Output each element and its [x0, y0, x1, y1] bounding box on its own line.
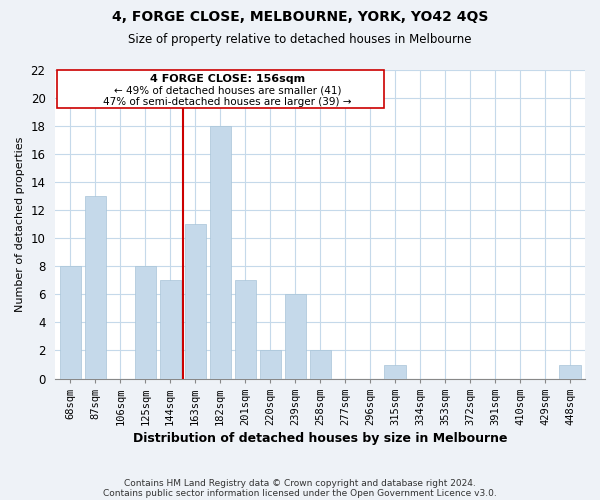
- FancyBboxPatch shape: [56, 70, 384, 108]
- Bar: [209, 126, 231, 378]
- Y-axis label: Number of detached properties: Number of detached properties: [15, 136, 25, 312]
- Bar: [160, 280, 181, 378]
- Text: Size of property relative to detached houses in Melbourne: Size of property relative to detached ho…: [128, 32, 472, 46]
- Bar: [235, 280, 256, 378]
- Bar: [310, 350, 331, 378]
- Bar: [559, 364, 581, 378]
- Text: ← 49% of detached houses are smaller (41): ← 49% of detached houses are smaller (41…: [114, 86, 341, 96]
- Text: 4, FORGE CLOSE, MELBOURNE, YORK, YO42 4QS: 4, FORGE CLOSE, MELBOURNE, YORK, YO42 4Q…: [112, 10, 488, 24]
- Text: Contains public sector information licensed under the Open Government Licence v3: Contains public sector information licen…: [103, 488, 497, 498]
- Bar: [260, 350, 281, 378]
- Bar: [385, 364, 406, 378]
- Bar: [284, 294, 306, 378]
- Text: 4 FORGE CLOSE: 156sqm: 4 FORGE CLOSE: 156sqm: [150, 74, 305, 84]
- Bar: [185, 224, 206, 378]
- Bar: [134, 266, 156, 378]
- X-axis label: Distribution of detached houses by size in Melbourne: Distribution of detached houses by size …: [133, 432, 508, 445]
- Bar: [59, 266, 81, 378]
- Text: Contains HM Land Registry data © Crown copyright and database right 2024.: Contains HM Land Registry data © Crown c…: [124, 478, 476, 488]
- Text: 47% of semi-detached houses are larger (39) →: 47% of semi-detached houses are larger (…: [103, 96, 352, 106]
- Bar: [85, 196, 106, 378]
